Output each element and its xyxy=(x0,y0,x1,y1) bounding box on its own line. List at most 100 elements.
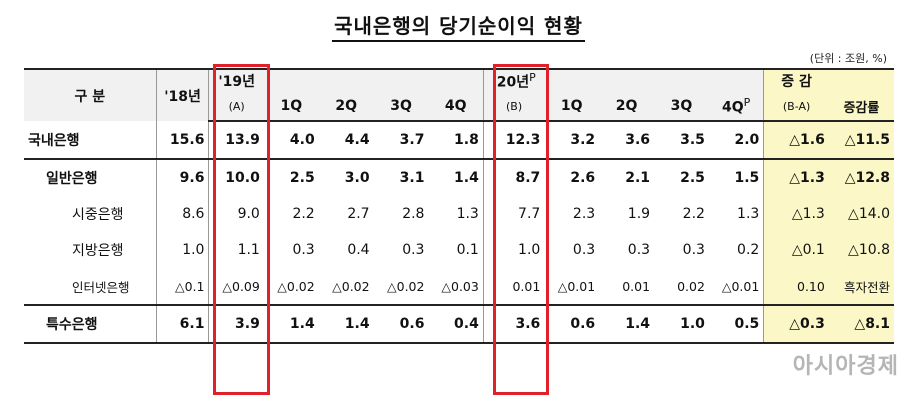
cell-2020-q1: 0.3 xyxy=(572,242,596,258)
cell-2020: 7.7 xyxy=(482,196,545,232)
table-row: 인터넷은행 △0.1 △0.09 △0.02 △0.02 △0.02 △0.03 0.01 △0… xyxy=(24,268,894,305)
net-income-table: 구 분 '18년 '19년 '20년P 증 감 (A) 1Q 2Q 3Q 4Q … xyxy=(24,68,894,344)
cell-2019-q2: 0.4 xyxy=(347,242,370,258)
cell-2020-q4: 1.5 xyxy=(734,170,760,186)
cell-2020-q4: 2.0 xyxy=(708,121,764,160)
row-label: 특수은행 xyxy=(24,304,157,344)
cell-change: △0.1 xyxy=(763,232,829,268)
cell-rate: △10.8 xyxy=(828,232,894,268)
cell-2020-q1: 2.3 xyxy=(572,206,596,222)
cell-2018: 1.0 xyxy=(155,232,209,268)
cell-2019-q4: △0.03 xyxy=(441,278,479,294)
row-label: 일반은행 xyxy=(46,171,98,187)
row-label: 국내은행 xyxy=(24,121,157,160)
cell-2019-q3: 2.8 xyxy=(402,206,425,222)
cell-2019-q1: 2.5 xyxy=(289,170,315,186)
cell-2020-q4: △0.01 xyxy=(721,278,760,294)
cell-2020-q4: 0.2 xyxy=(737,242,760,258)
cell-2018: 9.6 xyxy=(155,159,209,196)
table-title: 국내은행의 당기순이익 현황 xyxy=(0,10,917,42)
cell-2020-q3: 1.0 xyxy=(654,304,709,344)
cell-2019-q2: 3.0 xyxy=(344,170,370,186)
header-2019-q2: 2Q xyxy=(318,92,374,122)
header-2019-sub: (A) xyxy=(208,92,264,122)
cell-2019-q1: 0.3 xyxy=(292,242,315,258)
cell-2020: 3.6 xyxy=(482,304,545,344)
cell-change: △1.6 xyxy=(763,121,829,160)
cell-2020: 1.0 xyxy=(482,232,545,268)
cell-2019-q4: 0.1 xyxy=(456,242,479,258)
cell-2020-q1: 3.2 xyxy=(544,121,600,160)
table-row: 시중은행 8.6 9.0 2.2 2.7 2.8 1.3 7.7 2.3 1.9 2.2 1.3 △1.… xyxy=(24,196,894,232)
cell-2019-q1: 4.0 xyxy=(263,121,319,160)
cell-change: △1.3 xyxy=(763,196,829,232)
cell-2020-q4: 0.5 xyxy=(708,304,764,344)
cell-2019-q3: △0.02 xyxy=(387,278,425,294)
cell-2020-q2: 2.1 xyxy=(625,170,651,186)
cell-rate: 흑자전환 xyxy=(828,268,894,305)
cell-2019: 13.9 xyxy=(208,121,264,160)
row-label: 인터넷은행 xyxy=(72,279,130,295)
cell-change: △0.3 xyxy=(763,304,829,344)
cell-2020-q1: 0.6 xyxy=(544,304,600,344)
table-row: 일반은행 9.6 10.0 2.5 3.0 3.1 1.4 8.7 2.6 2.1 2.5 1.5 △1… xyxy=(24,159,894,196)
cell-2019-q3: 3.7 xyxy=(373,121,429,160)
unit-note: (단위 : 조원, %) xyxy=(809,52,887,65)
header-2020: '20년P xyxy=(482,68,545,92)
cell-2019-q3: 0.6 xyxy=(373,304,429,344)
cell-2018: 15.6 xyxy=(155,121,209,160)
header-category: 구 분 xyxy=(24,68,157,121)
cell-2019-q4: 1.8 xyxy=(428,121,484,160)
cell-2020-q3: 3.5 xyxy=(654,121,709,160)
cell-2020: 12.3 xyxy=(482,121,545,160)
header-change-sub: (B-A) xyxy=(763,92,829,122)
cell-2020-q2: 1.9 xyxy=(627,206,651,222)
cell-rate: △12.8 xyxy=(828,159,894,196)
cell-2020-q2: 3.6 xyxy=(599,121,655,160)
cell-change: 0.10 xyxy=(763,268,829,305)
cell-2019-q1: 2.2 xyxy=(292,206,315,222)
cell-2018: △0.1 xyxy=(155,268,209,305)
header-2020-sub: (B) xyxy=(482,92,545,122)
cell-2019: △0.09 xyxy=(208,268,264,305)
header-2018: '18년 xyxy=(155,68,209,121)
header-2019-q1: 1Q xyxy=(263,92,319,122)
cell-2019-q4: 0.4 xyxy=(428,304,484,344)
cell-rate: △11.5 xyxy=(828,121,894,160)
header-2019-q3: 3Q xyxy=(373,92,429,122)
cell-2020-q2: 0.3 xyxy=(627,242,651,258)
cell-2020-q2: 1.4 xyxy=(599,304,655,344)
cell-2019: 10.0 xyxy=(208,159,264,196)
cell-2019-q2: 2.7 xyxy=(347,206,370,222)
cell-2019: 9.0 xyxy=(208,196,264,232)
table-row: 국내은행 15.6 13.9 4.0 4.4 3.7 1.8 12.3 3.2 3.6 3.5 2.0… xyxy=(24,121,894,160)
cell-2020-q1: 2.6 xyxy=(570,170,596,186)
cell-2020-q3: 2.2 xyxy=(682,206,705,222)
cell-rate: △14.0 xyxy=(828,196,894,232)
row-label: 지방은행 xyxy=(72,243,124,259)
cell-2019: 3.9 xyxy=(208,304,264,344)
cell-2019-q2: △0.02 xyxy=(332,278,370,294)
cell-2019-q2: 4.4 xyxy=(318,121,374,160)
cell-2018: 8.6 xyxy=(155,196,209,232)
cell-2020-q3: 0.3 xyxy=(682,242,705,258)
header-2020-q4p: 4QP xyxy=(708,92,764,122)
header-2020-q1: 1Q xyxy=(544,92,600,122)
header-2019: '19년 xyxy=(208,68,264,92)
cell-2019-q1: △0.02 xyxy=(277,278,315,294)
cell-2019: 1.1 xyxy=(208,232,264,268)
cell-2020-q1: △0.01 xyxy=(557,278,596,294)
cell-2019-q3: 3.1 xyxy=(399,170,425,186)
cell-2020: 0.01 xyxy=(482,268,545,305)
cell-2020-q4: 1.3 xyxy=(737,206,760,222)
cell-2019-q1: 1.4 xyxy=(263,304,319,344)
watermark: 아시아경제 xyxy=(792,354,899,379)
header-change: 증 감 xyxy=(763,68,829,92)
cell-2019-q4: 1.4 xyxy=(454,170,479,186)
cell-2019-q2: 1.4 xyxy=(318,304,374,344)
table-row: 지방은행 1.0 1.1 0.3 0.4 0.3 0.1 1.0 0.3 0.3 0.3 0.2 △0.… xyxy=(24,232,894,268)
cell-2020: 8.7 xyxy=(482,159,545,196)
cell-2020-q3: 0.02 xyxy=(677,278,705,294)
cell-2019-q4: 1.3 xyxy=(456,206,479,222)
cell-rate: △8.1 xyxy=(828,304,894,344)
